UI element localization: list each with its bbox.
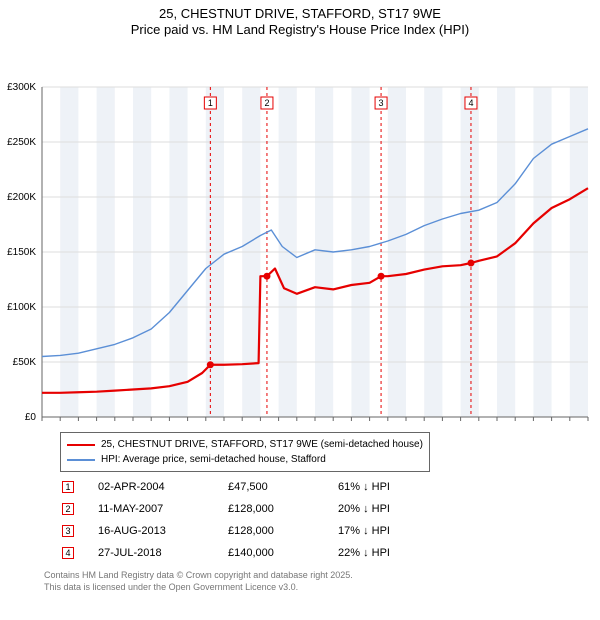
sale-row: 2 11-MAY-2007£128,00020% ↓ HPI <box>62 498 438 520</box>
sale-price: £128,000 <box>228 503 338 515</box>
sale-marker-icon: 2 <box>62 503 74 515</box>
title-block: 25, CHESTNUT DRIVE, STAFFORD, ST17 9WE P… <box>0 0 600 39</box>
svg-text:£250K: £250K <box>7 137 36 148</box>
svg-text:4: 4 <box>468 98 473 108</box>
sale-date: 11-MAY-2007 <box>98 503 228 515</box>
legend-row: HPI: Average price, semi-detached house,… <box>67 452 423 467</box>
sale-row: 3 16-AUG-2013£128,00017% ↓ HPI <box>62 520 438 542</box>
legend-row: 25, CHESTNUT DRIVE, STAFFORD, ST17 9WE (… <box>67 437 423 452</box>
sale-row: 1 02-APR-2004£47,50061% ↓ HPI <box>62 476 438 498</box>
footer-line2: This data is licensed under the Open Gov… <box>44 582 353 594</box>
sale-marker-icon: 3 <box>62 525 74 537</box>
svg-text:£100K: £100K <box>7 302 36 313</box>
svg-text:£50K: £50K <box>13 357 37 368</box>
sale-delta: 61% ↓ HPI <box>338 481 438 493</box>
sales-table: 1 02-APR-2004£47,50061% ↓ HPI 2 11-MAY-2007… <box>62 476 438 564</box>
sale-price: £47,500 <box>228 481 338 493</box>
legend: 25, CHESTNUT DRIVE, STAFFORD, ST17 9WE (… <box>60 432 430 472</box>
legend-label: HPI: Average price, semi-detached house,… <box>101 452 326 467</box>
sale-price: £140,000 <box>228 547 338 559</box>
svg-text:£300K: £300K <box>7 82 36 93</box>
sale-delta: 17% ↓ HPI <box>338 525 438 537</box>
sale-date: 27-JUL-2018 <box>98 547 228 559</box>
svg-text:£150K: £150K <box>7 247 36 258</box>
sale-delta: 20% ↓ HPI <box>338 503 438 515</box>
sale-delta: 22% ↓ HPI <box>338 547 438 559</box>
sale-row: 4 27-JUL-2018£140,00022% ↓ HPI <box>62 542 438 564</box>
sale-marker-icon: 4 <box>62 547 74 559</box>
title-line2: Price paid vs. HM Land Registry's House … <box>0 22 600 38</box>
legend-swatch <box>67 459 95 461</box>
title-line1: 25, CHESTNUT DRIVE, STAFFORD, ST17 9WE <box>0 6 600 22</box>
svg-text:2: 2 <box>264 98 269 108</box>
footer-note: Contains HM Land Registry data © Crown c… <box>44 570 353 593</box>
sale-marker-icon: 1 <box>62 481 74 493</box>
sale-date: 16-AUG-2013 <box>98 525 228 537</box>
sale-price: £128,000 <box>228 525 338 537</box>
svg-text:1: 1 <box>208 98 213 108</box>
chart-svg: £0£50K£100K£150K£200K£250K£300K199519961… <box>0 39 600 425</box>
sale-date: 02-APR-2004 <box>98 481 228 493</box>
legend-label: 25, CHESTNUT DRIVE, STAFFORD, ST17 9WE (… <box>101 437 423 452</box>
chart-container: 25, CHESTNUT DRIVE, STAFFORD, ST17 9WE P… <box>0 0 600 620</box>
footer-line1: Contains HM Land Registry data © Crown c… <box>44 570 353 582</box>
svg-text:£0: £0 <box>25 412 37 423</box>
svg-text:£200K: £200K <box>7 192 36 203</box>
svg-text:3: 3 <box>379 98 384 108</box>
legend-swatch <box>67 444 95 446</box>
